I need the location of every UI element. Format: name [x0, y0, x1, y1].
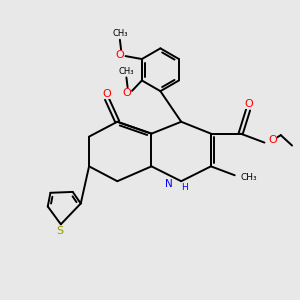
Text: O: O — [268, 136, 277, 146]
Text: O: O — [116, 50, 124, 60]
Text: N: N — [165, 178, 173, 189]
Text: CH₃: CH₃ — [240, 172, 257, 182]
Text: O: O — [244, 99, 253, 109]
Text: CH₃: CH₃ — [119, 67, 134, 76]
Text: O: O — [102, 88, 111, 98]
Text: CH₃: CH₃ — [112, 29, 128, 38]
Text: H: H — [181, 183, 188, 192]
Text: S: S — [56, 226, 63, 236]
Text: O: O — [122, 88, 131, 98]
